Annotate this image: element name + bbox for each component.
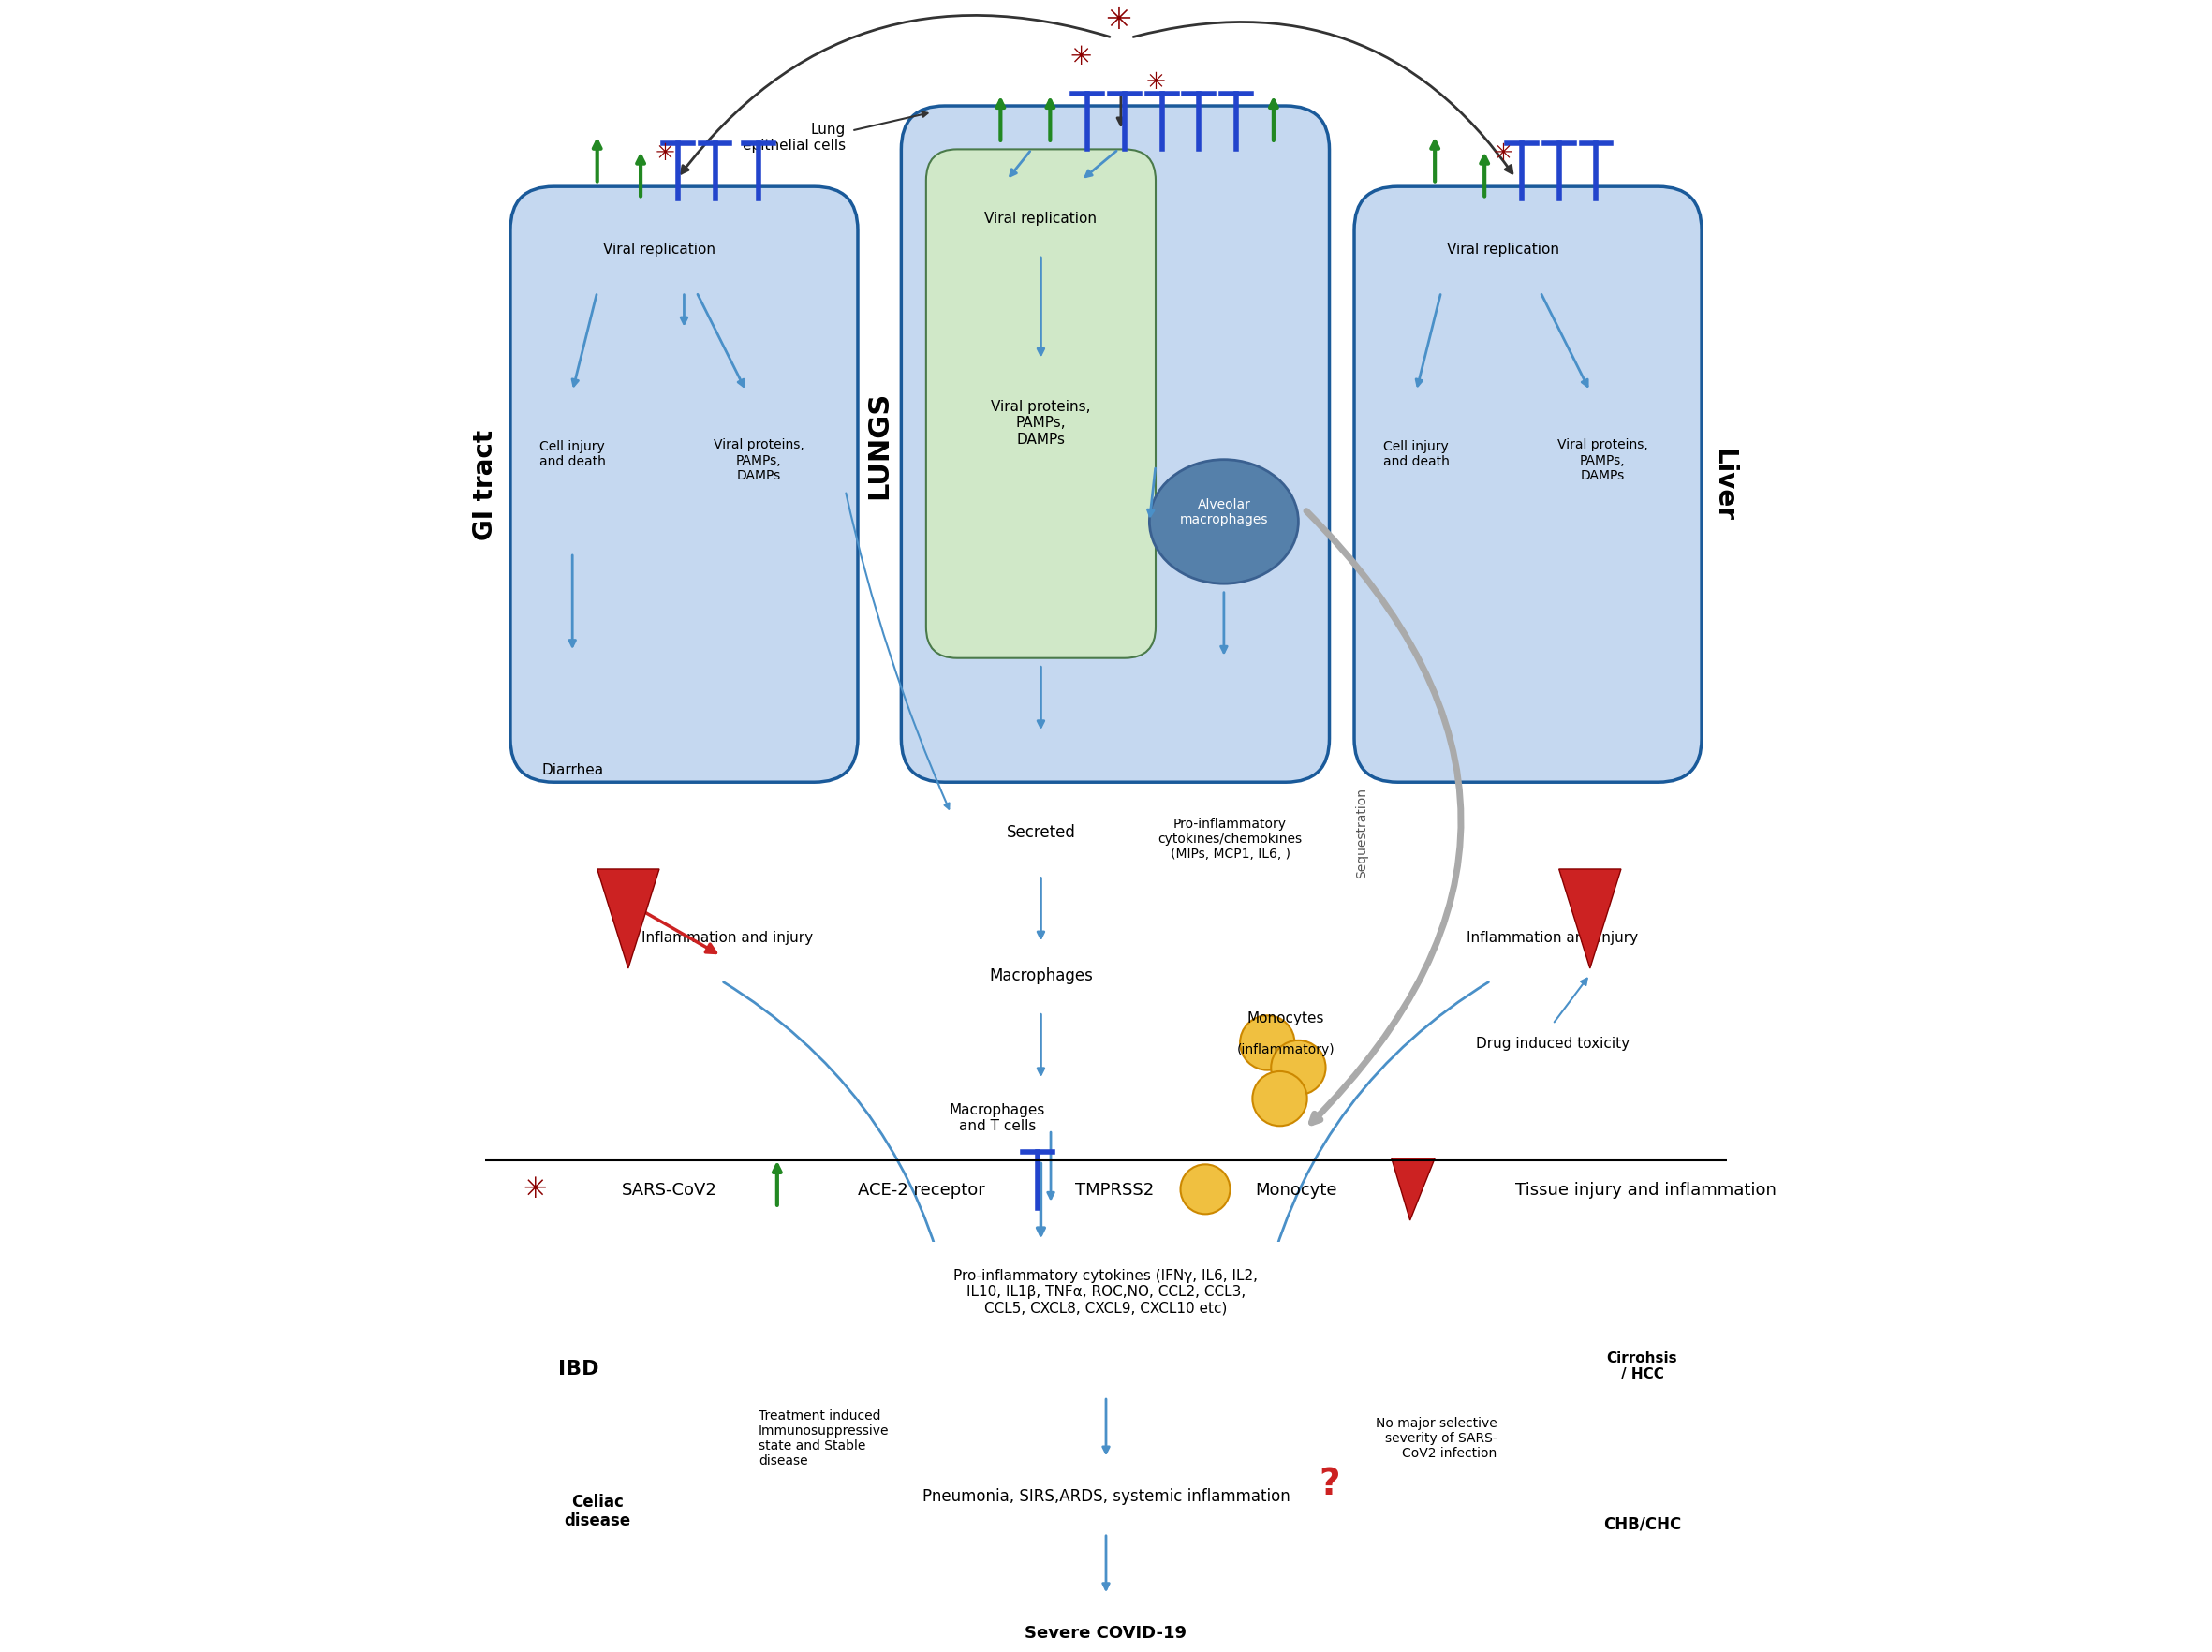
Text: Secreted: Secreted: [1006, 824, 1075, 841]
Text: Celiac
disease: Celiac disease: [564, 1492, 630, 1528]
Polygon shape: [1559, 869, 1621, 968]
Text: Pneumonia, SIRS,ARDS, systemic inflammation: Pneumonia, SIRS,ARDS, systemic inflammat…: [922, 1487, 1290, 1505]
Text: Monocyte: Monocyte: [1254, 1181, 1336, 1198]
Text: Diarrhea: Diarrhea: [542, 763, 604, 778]
Text: CHB/CHC: CHB/CHC: [1604, 1515, 1681, 1531]
Text: Liver: Liver: [1710, 448, 1736, 522]
Text: Severe COVID-19: Severe COVID-19: [1024, 1624, 1188, 1640]
FancyBboxPatch shape: [1571, 1483, 1714, 1564]
FancyBboxPatch shape: [900, 107, 1329, 783]
FancyArrowPatch shape: [1307, 512, 1460, 1123]
Text: Treatment induced
Immunosuppressive
state and Stable
disease: Treatment induced Immunosuppressive stat…: [759, 1408, 889, 1467]
Text: Cell injury
and death: Cell injury and death: [540, 439, 606, 468]
FancyArrowPatch shape: [1267, 983, 1489, 1274]
Text: ✳: ✳: [1146, 71, 1166, 93]
Circle shape: [1252, 1072, 1307, 1127]
Text: ?: ?: [1318, 1465, 1340, 1502]
Text: Cirrohsis
/ HCC: Cirrohsis / HCC: [1606, 1350, 1677, 1381]
Text: Lung
epithelial cells: Lung epithelial cells: [743, 122, 845, 154]
FancyBboxPatch shape: [1354, 187, 1701, 783]
Circle shape: [1241, 1016, 1294, 1070]
Text: Inflammation and injury: Inflammation and injury: [641, 930, 814, 945]
Circle shape: [1272, 1041, 1325, 1095]
Ellipse shape: [1150, 461, 1298, 585]
Text: Tissue injury and inflammation: Tissue injury and inflammation: [1515, 1181, 1776, 1198]
Text: ✳: ✳: [1493, 142, 1513, 165]
Text: Cell injury
and death: Cell injury and death: [1382, 439, 1449, 468]
Text: Pro-inflammatory
cytokines/chemokines
(MIPs, MCP1, IL6, ): Pro-inflammatory cytokines/chemokines (M…: [1157, 816, 1303, 861]
Text: Monocytes: Monocytes: [1248, 1011, 1325, 1026]
Text: Viral replication: Viral replication: [1447, 243, 1559, 256]
FancyBboxPatch shape: [1571, 1322, 1714, 1409]
Text: Sequestration: Sequestration: [1356, 786, 1369, 877]
FancyBboxPatch shape: [927, 150, 1155, 659]
Text: LUNGS: LUNGS: [865, 392, 891, 499]
Text: Viral proteins,
PAMPs,
DAMPs: Viral proteins, PAMPs, DAMPs: [991, 400, 1091, 446]
Polygon shape: [597, 869, 659, 968]
FancyBboxPatch shape: [511, 187, 858, 783]
FancyArrowPatch shape: [845, 494, 949, 809]
Circle shape: [1181, 1165, 1230, 1214]
Text: Pro-inflammatory cytokines (IFNγ, IL6, IL2,
IL10, IL1β, TNFα, ROC,NO, CCL2, CCL3: Pro-inflammatory cytokines (IFNγ, IL6, I…: [953, 1267, 1259, 1315]
Text: Inflammation and injury: Inflammation and injury: [1467, 930, 1639, 945]
FancyBboxPatch shape: [518, 1328, 641, 1409]
Text: ACE-2 receptor: ACE-2 receptor: [858, 1181, 984, 1198]
Text: Viral proteins,
PAMPs,
DAMPs: Viral proteins, PAMPs, DAMPs: [712, 438, 803, 482]
Text: Macrophages
and T cells: Macrophages and T cells: [949, 1102, 1046, 1133]
Polygon shape: [1391, 1158, 1436, 1221]
Text: ✳: ✳: [1106, 5, 1133, 35]
Text: Viral proteins,
PAMPs,
DAMPs: Viral proteins, PAMPs, DAMPs: [1557, 438, 1648, 482]
Text: Viral replication: Viral replication: [604, 243, 714, 256]
Text: ✳: ✳: [524, 1176, 546, 1203]
Text: Macrophages: Macrophages: [989, 966, 1093, 983]
Text: TMPRSS2: TMPRSS2: [1075, 1181, 1155, 1198]
FancyArrowPatch shape: [723, 983, 945, 1274]
Text: Alveolar
macrophages: Alveolar macrophages: [1179, 499, 1267, 527]
FancyBboxPatch shape: [518, 1470, 677, 1551]
Text: Drug induced toxicity: Drug induced toxicity: [1475, 1036, 1630, 1051]
Text: No major selective
severity of SARS-
CoV2 infection: No major selective severity of SARS- CoV…: [1376, 1416, 1498, 1459]
Text: GI tract: GI tract: [473, 430, 498, 540]
FancyArrowPatch shape: [1133, 23, 1513, 173]
Text: Viral replication: Viral replication: [984, 211, 1097, 225]
FancyArrowPatch shape: [681, 17, 1110, 173]
Text: ✳: ✳: [1071, 45, 1093, 71]
Text: IBD: IBD: [557, 1358, 599, 1378]
Text: (inflammatory): (inflammatory): [1237, 1042, 1334, 1056]
Text: ✳: ✳: [655, 142, 675, 165]
Text: SARS-CoV2: SARS-CoV2: [622, 1181, 717, 1198]
